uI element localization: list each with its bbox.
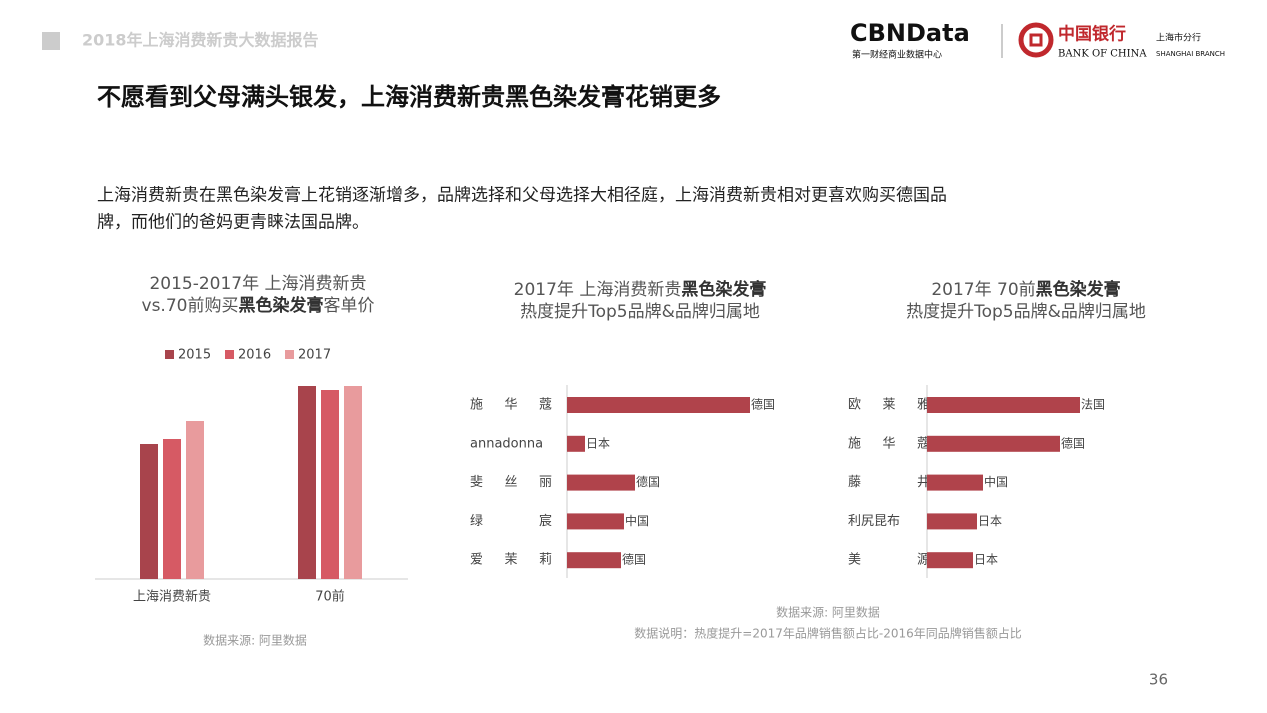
bar [298,386,316,579]
title-part: 黑色染发膏 [681,279,766,300]
body-line: 上海消费新贵在黑色染发膏上花销逐渐增多，品牌选择和父母选择大相径庭，上海消费新贵… [97,185,947,206]
bar [567,513,624,530]
page-number: 36 [1149,671,1168,689]
logo: CBNData [850,19,970,47]
note: 数据说明：热度提升=2017年品牌销售额占比-2016年同品牌销售额占比 [634,626,1021,641]
bank-icon-inner [1029,33,1043,47]
value-label: 日本 [978,514,1002,528]
y-tick-label: 施 华 蔻 [848,436,930,451]
bar [140,444,158,579]
value-label: 德国 [1061,435,1085,450]
title-part: 黑色染发膏 [1036,279,1121,300]
bar [344,386,362,579]
value-label: 德国 [636,474,660,489]
legend-swatch [285,350,294,359]
x-tick-label: 上海消费新贵 [133,589,211,605]
body-line: 牌，而他们的爸妈更青睐法国品牌。 [97,213,369,233]
bar [567,397,750,413]
y-tick-label: 美 源 [848,553,930,568]
title-part: 黑色染发膏 [238,295,323,316]
title-part: vs.70前购买 [142,296,239,316]
source: 数据来源: 阿里数据 [203,633,307,648]
legend-label: 2015 [178,348,211,363]
bar [927,435,1060,452]
slide-title: 不愿看到父母满头银发，上海消费新贵黑色染发膏花销更多 [97,83,721,111]
logo-sub: 第一财经商业数据中心 [852,49,942,61]
bar [927,552,973,569]
source: 数据来源: 阿里数据 [776,605,880,620]
bank-en: BANK OF CHINA [1058,49,1147,60]
title-part: 热度提升Top5品牌&品牌归属地 [906,302,1146,322]
bank-icon [1018,22,1054,58]
bar [567,435,585,452]
y-tick-label: annadonna [470,436,543,451]
y-tick-label: 欧 莱 雅 [848,398,930,413]
report-name: 2018年上海消费新贵大数据报告 [82,31,319,50]
y-tick-label: 绿 宸 [470,513,552,529]
header-square [42,32,60,50]
title-part: 客单价 [323,296,374,316]
title-part: 热度提升Top5品牌&品牌归属地 [520,302,760,322]
y-tick-label: 施 华 蔻 [470,398,552,413]
y-tick-label: 爱 茉 莉 [470,553,552,568]
legend-label: 2017 [298,348,331,363]
bar [927,513,977,530]
bank-cn: 中国银行 [1058,24,1126,45]
value-label: 日本 [586,436,610,450]
chart-title: 2017年 70前黑色染发膏 [931,279,1120,300]
legend-swatch [225,350,234,359]
x-tick-label: 70前 [315,589,345,605]
value-label: 德国 [751,397,775,412]
legend-swatch [165,350,174,359]
branch-cn: 上海市分行 [1156,32,1201,44]
value-label: 中国 [984,474,1008,489]
value-label: 中国 [625,513,649,528]
value-label: 法国 [1081,398,1105,412]
bar [567,474,635,491]
chart-title: 热度提升Top5品牌&品牌归属地 [520,302,760,322]
bar [163,439,181,579]
bar [186,421,204,579]
bar [927,474,983,491]
chart-title: 2015-2017年 上海消费新贵 [149,274,366,294]
y-tick-label: 利尻昆布 [848,514,900,529]
legend-label: 2016 [238,348,271,363]
bar [321,390,339,579]
bar [567,552,621,569]
branch-en: SHANGHAI BRANCH [1156,50,1225,58]
y-tick-label: 斐 丝 丽 [470,475,552,490]
value-label: 德国 [622,552,646,567]
title-part: 2017年 上海消费新贵 [514,280,682,300]
title-part: 2015-2017年 上海消费新贵 [149,274,366,294]
chart-title: 2017年 上海消费新贵黑色染发膏 [514,279,767,300]
chart-title: 热度提升Top5品牌&品牌归属地 [906,302,1146,322]
title-part: 2017年 70前 [931,280,1035,300]
bar [927,397,1080,413]
value-label: 日本 [974,553,998,567]
chart-title: vs.70前购买黑色染发膏客单价 [142,295,375,316]
y-tick-label: 藤 井 [848,475,930,490]
